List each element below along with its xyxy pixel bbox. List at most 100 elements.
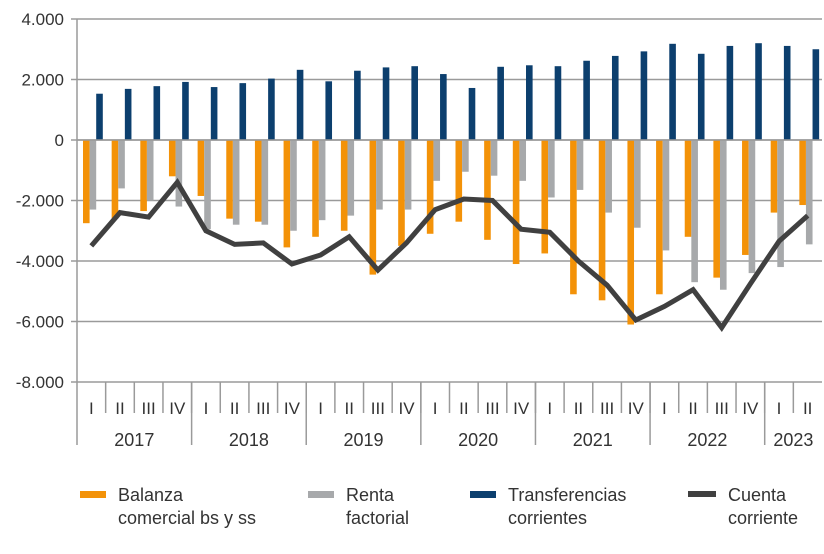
bar	[124, 88, 132, 140]
bar	[376, 140, 383, 210]
bar	[153, 86, 161, 140]
bar	[640, 51, 648, 140]
bar	[719, 140, 727, 290]
x-tick-label: IV	[169, 399, 186, 418]
bar	[519, 140, 527, 181]
bar	[175, 140, 183, 207]
bar	[684, 140, 692, 237]
bar	[484, 140, 491, 240]
bar	[526, 65, 533, 140]
bar	[261, 140, 269, 225]
bar	[398, 140, 405, 246]
bar	[290, 140, 297, 231]
bar	[204, 140, 211, 230]
bar	[691, 140, 698, 283]
bar	[598, 140, 606, 301]
bar	[433, 140, 441, 181]
bar	[583, 60, 590, 141]
x-tick-label: I	[777, 399, 782, 418]
year-label: 2019	[344, 430, 384, 450]
bar	[210, 87, 218, 140]
legend-item-transferencias: Transferencias corrientes	[470, 484, 626, 530]
legend-swatch-orange	[80, 491, 106, 498]
x-tick-label: I	[547, 399, 552, 418]
bar	[455, 140, 463, 222]
x-tick-label: III	[256, 399, 270, 418]
bar	[611, 55, 619, 140]
legend-label: Transferencias corrientes	[508, 485, 627, 528]
year-label: 2023	[773, 430, 813, 450]
bar	[325, 81, 333, 140]
x-tick-label: II	[688, 399, 697, 418]
bar	[576, 140, 584, 190]
bar	[411, 66, 418, 140]
legend-item-renta: Renta factorial	[308, 484, 409, 530]
bar	[89, 140, 97, 210]
bar	[541, 140, 549, 254]
legend-label: Cuenta corriente	[728, 485, 799, 528]
bar	[347, 140, 355, 216]
bar	[748, 140, 756, 274]
bar	[755, 43, 762, 141]
x-tick-label: II	[115, 399, 124, 418]
legend-item-cuenta: Cuenta corriente	[688, 484, 798, 530]
bar	[168, 140, 176, 177]
bar	[340, 140, 348, 231]
bar	[118, 140, 125, 189]
x-tick-label: III	[371, 399, 385, 418]
y-tick-label: -8.000	[16, 373, 64, 392]
bar	[96, 93, 103, 140]
bar	[656, 140, 663, 295]
y-tick-label: -2.000	[16, 192, 64, 211]
bar	[783, 45, 791, 140]
bar	[382, 67, 390, 140]
x-tick-label: II	[574, 399, 583, 418]
bar	[669, 43, 676, 140]
legend-label: Balanza comercial bs y ss	[118, 485, 257, 528]
x-tick-label: IV	[398, 399, 415, 418]
x-tick-label: II	[459, 399, 468, 418]
bar	[239, 83, 247, 140]
bar	[812, 49, 820, 140]
x-tick-label: II	[803, 399, 812, 418]
bar	[404, 140, 412, 210]
legend-swatch-line	[688, 491, 716, 497]
year-label: 2020	[458, 430, 498, 450]
bar	[83, 140, 90, 224]
year-label: 2017	[114, 430, 154, 450]
bar	[140, 140, 147, 212]
year-label: 2022	[687, 430, 727, 450]
bar	[799, 140, 806, 206]
bar	[468, 87, 476, 140]
bar	[497, 66, 504, 140]
legend-swatch-blue	[470, 491, 496, 498]
bar	[354, 70, 361, 140]
bar	[283, 140, 291, 248]
bar	[318, 140, 326, 221]
bar	[462, 140, 469, 172]
bar	[605, 140, 612, 213]
bar	[697, 53, 705, 140]
x-tick-label: I	[89, 399, 94, 418]
bar	[726, 45, 734, 140]
bar	[312, 140, 319, 237]
bar	[634, 140, 641, 228]
y-tick-label: 0	[55, 131, 64, 150]
x-tick-label: IV	[513, 399, 530, 418]
year-label: 2018	[229, 430, 269, 450]
x-tick-label: I	[204, 399, 209, 418]
x-tick-label: I	[433, 399, 438, 418]
bar	[268, 78, 275, 140]
y-tick-label: 4.000	[21, 10, 64, 29]
bar	[770, 140, 778, 213]
bar	[490, 140, 498, 176]
bar	[742, 140, 749, 255]
x-tick-label: III	[142, 399, 156, 418]
bar	[554, 66, 562, 140]
y-tick-label: 2.000	[21, 71, 64, 90]
legend-swatch-gray	[308, 491, 334, 498]
bar	[512, 140, 520, 265]
bar	[369, 140, 377, 275]
x-tick-label: II	[230, 399, 239, 418]
